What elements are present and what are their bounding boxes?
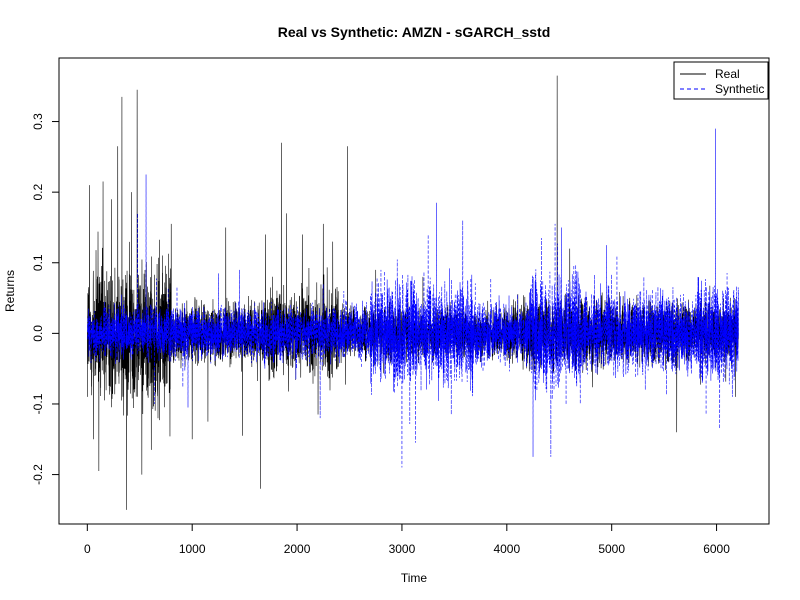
y-axis: -0.2 -0.1 0.0 0.1 0.2 0.3 (31, 113, 60, 485)
y-tick-label: 0.2 (31, 183, 45, 200)
x-tick-label: 4000 (493, 542, 520, 556)
x-tick-label: 3000 (389, 542, 416, 556)
y-tick-label: 0.3 (31, 113, 45, 130)
legend-label-synthetic: Synthetic (715, 82, 764, 96)
x-axis: 0 1000 2000 3000 4000 5000 6000 (84, 523, 730, 556)
plot-lines (87, 75, 739, 510)
legend-label-real: Real (715, 67, 740, 81)
legend: Real Synthetic (673, 61, 769, 100)
x-tick-label: 0 (84, 542, 91, 556)
y-tick-label: 0.1 (31, 254, 45, 271)
series-line-synthetic (87, 128, 739, 468)
x-tick-label: 1000 (179, 542, 206, 556)
chart-title: Real vs Synthetic: AMZN - sGARCH_sstd (278, 24, 551, 40)
x-tick-label: 6000 (703, 542, 730, 556)
x-tick-label: 2000 (284, 542, 311, 556)
y-tick-label: 0.0 (31, 325, 45, 342)
x-tick-label: 5000 (598, 542, 625, 556)
y-tick-label: -0.2 (31, 464, 45, 485)
y-tick-label: -0.1 (31, 393, 45, 414)
y-axis-label: Returns (3, 270, 17, 312)
x-axis-label: Time (401, 571, 428, 585)
legend-box (673, 61, 769, 100)
